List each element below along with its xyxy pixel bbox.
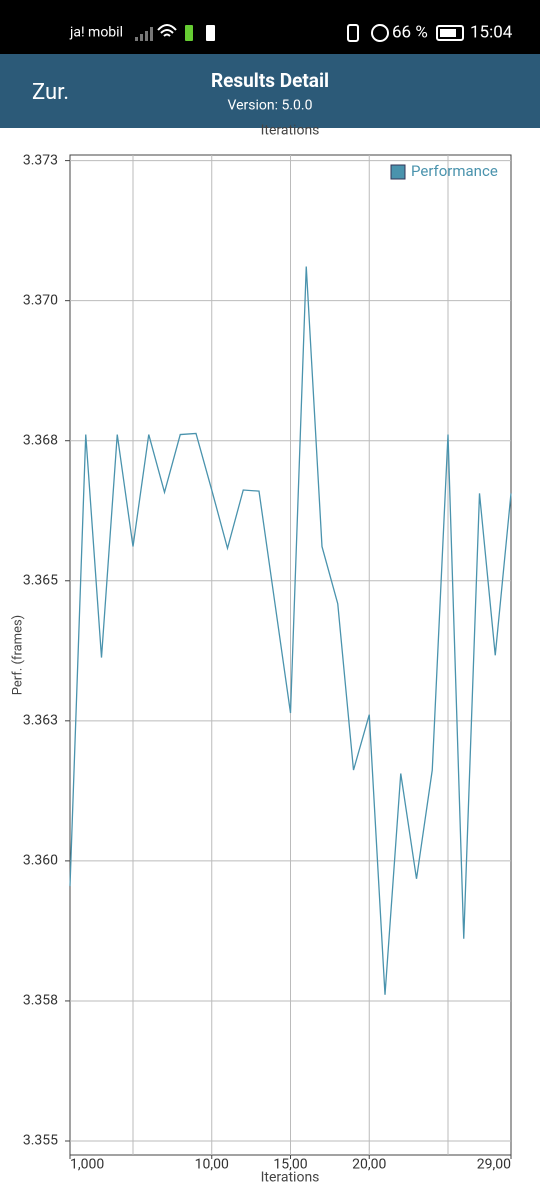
x-tick-label: 10,00	[195, 1157, 229, 1173]
legend-swatch	[390, 164, 406, 180]
y-tick-label: 3.368	[23, 432, 58, 448]
y-tick-label: 3.365	[23, 572, 58, 588]
back-button[interactable]: Zur.	[32, 80, 69, 105]
screen-subtitle: Version: 5.0.0	[228, 98, 313, 114]
alert-icon	[206, 25, 215, 41]
battery-level	[440, 29, 456, 37]
data-line	[69, 266, 512, 995]
y-tick-label: 3.358	[23, 993, 58, 1009]
y-tick-label: 3.363	[23, 713, 58, 729]
clock: 15:04	[470, 22, 513, 42]
speed-icon	[371, 24, 389, 42]
battery-icon	[436, 25, 464, 41]
carrier: ja! mobil	[69, 25, 123, 41]
vibrate-icon	[347, 24, 359, 42]
y-tick-label: 3.355	[23, 1133, 58, 1149]
x-axis-label: Iterations	[261, 1170, 320, 1186]
x-tick-label: 29,00	[477, 1157, 511, 1173]
x-tick-label: 1,000	[70, 1157, 104, 1173]
app-bar	[0, 54, 540, 128]
legend-label: Performance	[411, 162, 498, 180]
y-tick-label: 3.370	[23, 292, 58, 308]
battery-saver-icon	[185, 25, 193, 41]
y-tick-label: 3.360	[23, 853, 58, 869]
y-tick-label: 3.373	[23, 152, 58, 168]
top-axis-label: Iterations	[261, 123, 320, 139]
x-tick-label: 20,00	[352, 1157, 386, 1173]
x-tick-label: 15,00	[273, 1157, 307, 1173]
y-axis-label: Perf. (frames)	[10, 615, 25, 695]
screen-title: Results Detail	[211, 69, 329, 92]
wifi-icon	[157, 24, 177, 37]
signal-icon	[135, 27, 153, 41]
divider	[0, 128, 540, 132]
battery-percent: 66 %	[392, 22, 428, 42]
